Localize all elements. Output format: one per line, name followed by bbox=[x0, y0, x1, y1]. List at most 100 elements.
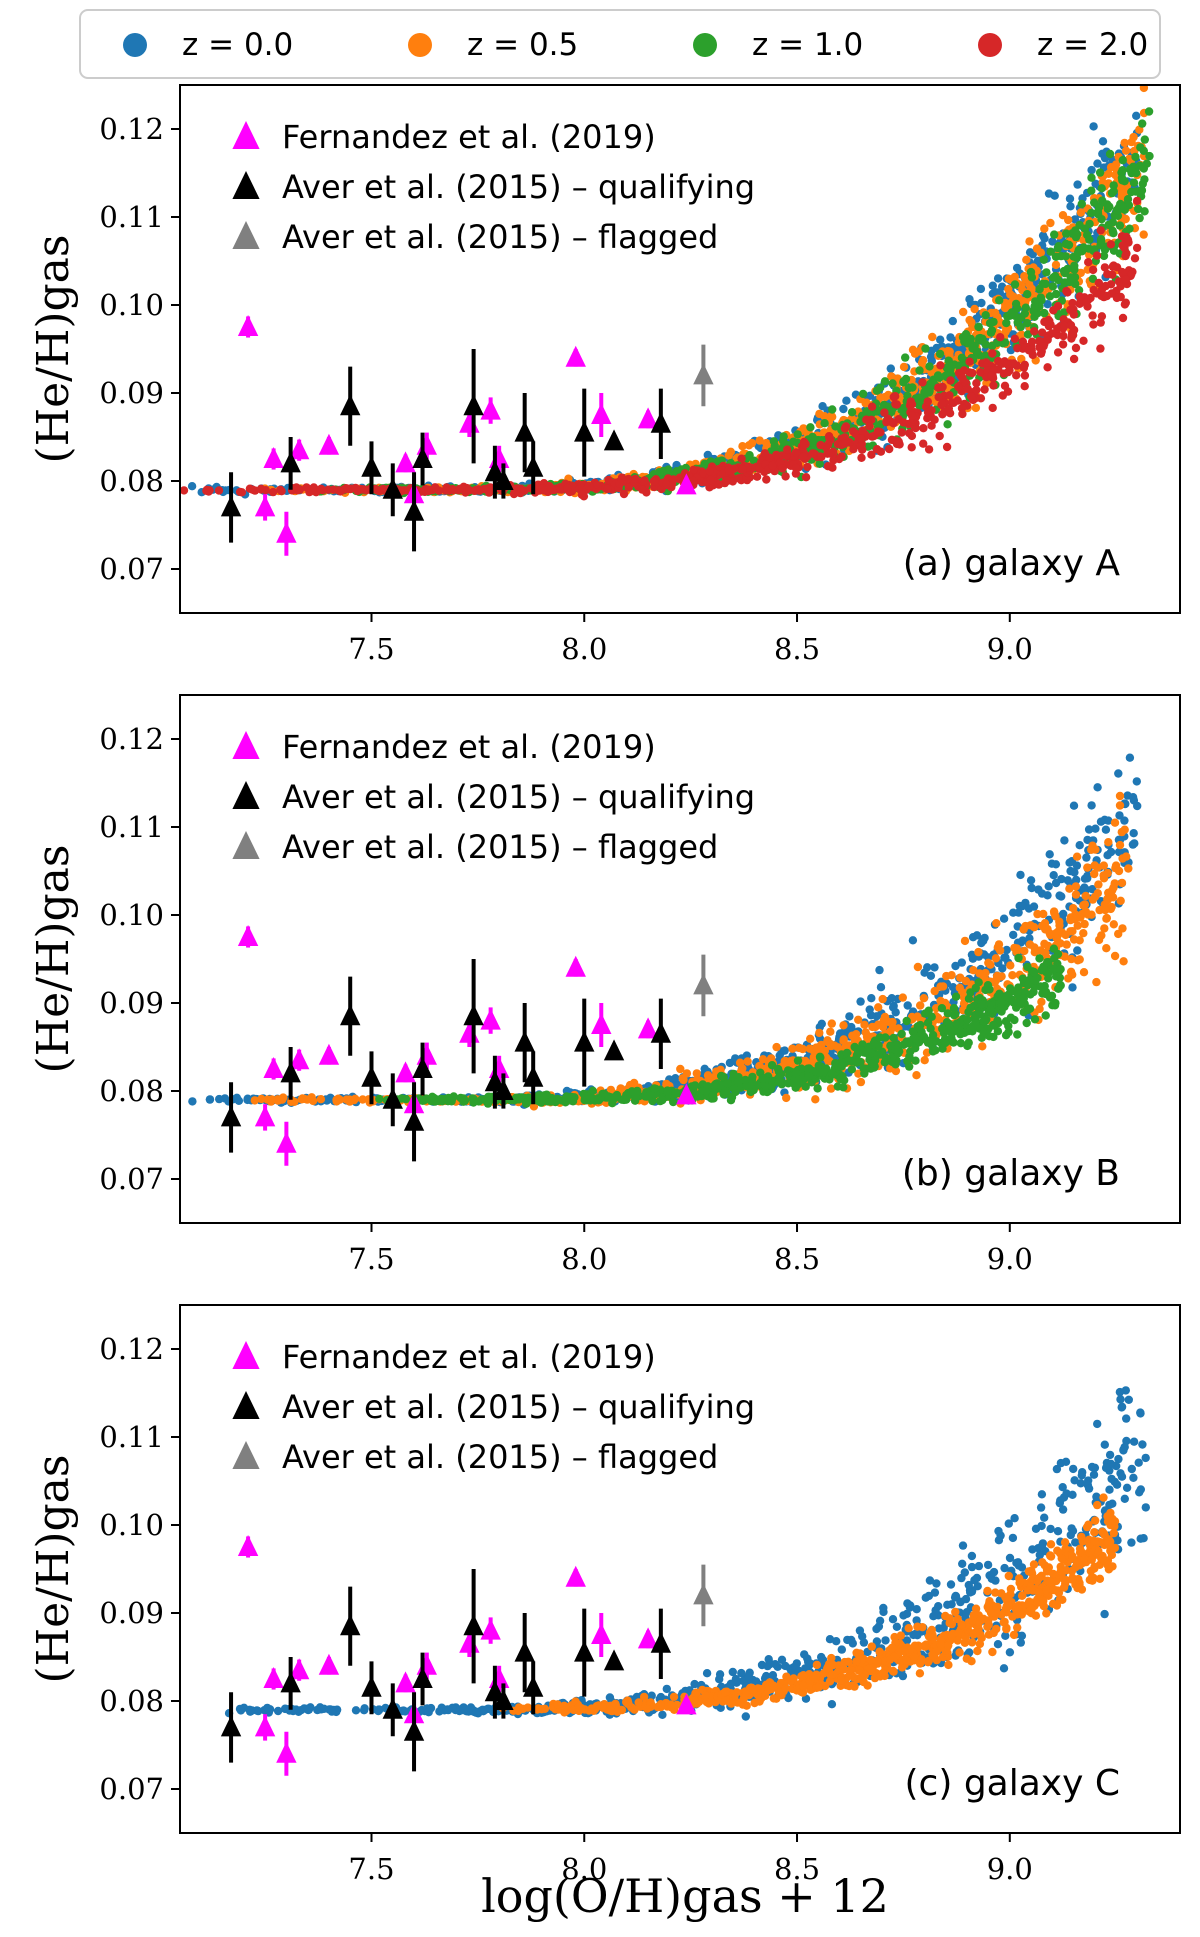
sim-point bbox=[793, 1056, 803, 1065]
sim-point bbox=[187, 482, 197, 491]
sim-point bbox=[758, 1055, 768, 1064]
sim-point bbox=[1079, 336, 1088, 345]
sim-point bbox=[650, 1084, 659, 1093]
sim-point bbox=[989, 1020, 998, 1030]
sim-point bbox=[817, 452, 826, 462]
sim-point bbox=[1044, 974, 1053, 983]
sim-point bbox=[1094, 278, 1104, 288]
legend-marker-z05 bbox=[408, 33, 432, 57]
sim-point bbox=[845, 1012, 854, 1021]
sim-point bbox=[729, 1069, 738, 1079]
sim-point bbox=[865, 422, 874, 431]
sim-point bbox=[1062, 940, 1071, 949]
sim-point bbox=[1066, 321, 1076, 330]
sim-point bbox=[1060, 836, 1069, 845]
sim-point bbox=[955, 983, 964, 992]
sim-point bbox=[1104, 838, 1113, 847]
sim-point bbox=[582, 1096, 591, 1105]
sim-point bbox=[856, 434, 865, 443]
sim-point bbox=[649, 477, 659, 486]
sim-point bbox=[856, 997, 865, 1006]
sim-point bbox=[257, 1094, 266, 1104]
fernandez-point bbox=[288, 438, 310, 461]
sim-point bbox=[849, 445, 858, 454]
sim-point bbox=[671, 1088, 681, 1097]
sim-point bbox=[938, 382, 947, 392]
sim-point bbox=[1051, 929, 1061, 938]
sim-point bbox=[879, 400, 889, 410]
sim-point bbox=[250, 1096, 259, 1105]
sim-point bbox=[624, 483, 633, 492]
sim-point bbox=[762, 475, 771, 484]
sim-point bbox=[705, 466, 714, 476]
sim-point bbox=[760, 449, 770, 458]
sim-point bbox=[861, 399, 870, 408]
sim-point bbox=[1018, 902, 1027, 911]
aver-qualifying-point bbox=[463, 349, 484, 464]
sim-point bbox=[989, 381, 998, 390]
sim-point bbox=[1013, 304, 1022, 313]
sim-point bbox=[1065, 884, 1074, 893]
sim-point bbox=[1053, 324, 1062, 333]
sim-point bbox=[1127, 137, 1136, 147]
sim-point bbox=[553, 1094, 562, 1104]
sim-point bbox=[714, 480, 724, 489]
sim-point bbox=[443, 1097, 453, 1106]
sim-point bbox=[865, 391, 875, 400]
sim-point bbox=[831, 422, 840, 431]
sim-point bbox=[875, 1033, 884, 1042]
sim-point bbox=[1053, 243, 1063, 253]
sim-point bbox=[1008, 971, 1017, 980]
fernandez-point bbox=[288, 1048, 310, 1071]
sim-point bbox=[1114, 769, 1123, 778]
sim-point bbox=[662, 479, 671, 489]
sim-point bbox=[827, 1069, 837, 1078]
sim-point bbox=[1051, 878, 1061, 888]
sim-point bbox=[1069, 310, 1079, 319]
sim-point bbox=[945, 409, 955, 418]
sim-point bbox=[1069, 354, 1079, 364]
x-tick-label: 7.5 bbox=[348, 632, 394, 666]
sim-point bbox=[563, 483, 572, 493]
aver-qualifying-point bbox=[574, 388, 595, 477]
sim-point bbox=[1080, 900, 1090, 909]
sim-point bbox=[1030, 1015, 1040, 1024]
sim-point bbox=[780, 1056, 789, 1066]
sim-point bbox=[1002, 359, 1012, 369]
sim-point bbox=[826, 1039, 835, 1049]
sim-point bbox=[188, 1097, 197, 1106]
sim-point bbox=[960, 936, 970, 946]
sim-point bbox=[901, 353, 910, 362]
sim-point bbox=[815, 409, 824, 419]
sim-point bbox=[215, 1094, 224, 1104]
sim-point bbox=[1067, 329, 1077, 338]
sim-point bbox=[891, 1045, 901, 1055]
sim-point bbox=[887, 435, 897, 444]
sim-point bbox=[428, 1092, 437, 1102]
sim-point bbox=[1004, 1021, 1013, 1031]
obs-legend-marker bbox=[232, 121, 260, 149]
sim-point bbox=[336, 487, 345, 496]
sim-point bbox=[545, 482, 555, 492]
sim-point bbox=[679, 1075, 688, 1085]
sim-point bbox=[1115, 221, 1125, 230]
global-legend: z = 0.0 z = 0.5 z = 1.0 z = 2.0 bbox=[79, 9, 1161, 79]
sim-point bbox=[1098, 196, 1107, 205]
sim-point bbox=[994, 940, 1004, 949]
sim-point bbox=[1022, 1018, 1031, 1028]
aver-flagged-point bbox=[693, 344, 714, 407]
sim-point bbox=[1045, 850, 1054, 859]
sim-point bbox=[1101, 825, 1111, 834]
sim-point bbox=[840, 439, 849, 448]
sim-point bbox=[1095, 168, 1105, 177]
sim-point bbox=[772, 1042, 781, 1052]
sim-point bbox=[813, 1084, 822, 1093]
sim-point bbox=[617, 1084, 626, 1094]
sim-point bbox=[1070, 227, 1080, 236]
sim-point bbox=[1073, 180, 1082, 189]
sim-point bbox=[1043, 363, 1052, 372]
sim-point bbox=[816, 1053, 825, 1062]
observations bbox=[220, 315, 714, 556]
sim-point bbox=[248, 485, 257, 494]
aver-qualifying-point bbox=[493, 463, 514, 499]
